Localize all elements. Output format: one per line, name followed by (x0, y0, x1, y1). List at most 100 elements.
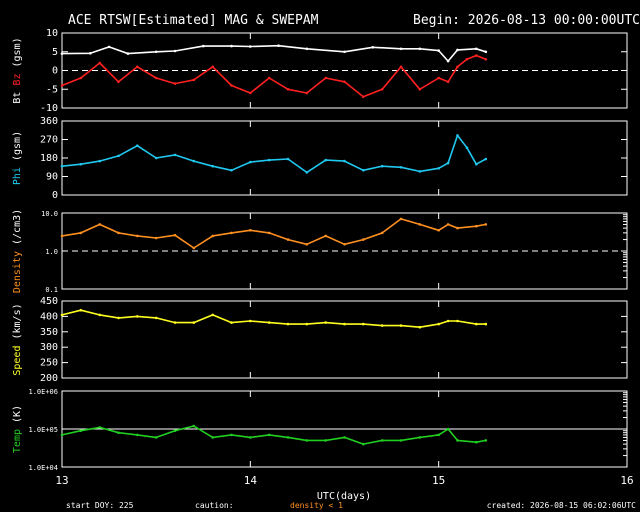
y-tick-label: 10.0 (41, 210, 58, 218)
y-tick-label: 5 (52, 47, 58, 58)
data-point (173, 82, 177, 85)
data-point (484, 58, 488, 61)
data-point (117, 154, 120, 158)
data-point (79, 308, 83, 312)
data-point (192, 246, 196, 250)
data-point (399, 65, 403, 69)
data-point (343, 243, 346, 246)
data-point (230, 231, 233, 235)
data-point (399, 166, 403, 169)
data-point (249, 160, 252, 164)
data-point (437, 49, 441, 52)
y-tick-label: 250 (40, 358, 58, 369)
data-point (446, 223, 450, 226)
data-point (79, 76, 83, 80)
data-point (446, 427, 450, 431)
panels: 10 5 0 -5 -10 Bt Bz (gsm) 360 270 180 90 0 Phi (gsm… (12, 28, 628, 472)
data-point (305, 322, 309, 326)
data-point (192, 424, 196, 428)
data-point (89, 52, 92, 55)
data-point (60, 433, 64, 437)
y-tick-label: 1.0E+04 (28, 464, 58, 472)
panel-5: 1.0E+06 1.0E+05 1.0E+04 Temp (K) (12, 388, 628, 472)
data-point (343, 50, 346, 54)
data-point (305, 91, 309, 95)
data-point (362, 442, 365, 446)
data-point (343, 322, 346, 326)
y-tick-label: 360 (40, 116, 58, 127)
data-point (286, 88, 290, 91)
y-tick-label: 1.0E+06 (28, 388, 58, 396)
data-point (456, 48, 459, 52)
data-point (60, 164, 64, 168)
chart-title: ACE RTSW[Estimated] MAG & SWEPAM (68, 13, 319, 28)
data-point (98, 223, 101, 226)
panel-4: 450 400 350 300 250 200 Speed (km/s) (12, 296, 628, 384)
data-point (173, 321, 177, 324)
data-point (249, 45, 252, 48)
data-point (230, 44, 233, 48)
data-point (324, 234, 328, 238)
data-point (399, 324, 403, 327)
data-point (399, 217, 403, 221)
data-point (117, 80, 120, 84)
data-point (380, 164, 384, 168)
series-bz (61, 54, 487, 98)
data-point (456, 134, 459, 137)
data-point (173, 233, 177, 237)
data-point (456, 439, 459, 442)
data-point (267, 158, 271, 162)
x-tick-label: 13 (55, 474, 68, 487)
data-point (446, 59, 450, 63)
y-axis-label: Temp (K) (12, 405, 23, 453)
data-point (230, 169, 233, 172)
data-point (465, 58, 469, 61)
data-point (173, 49, 177, 53)
data-point (117, 231, 120, 235)
data-point (437, 433, 441, 437)
data-point (267, 433, 271, 437)
created-time: created: 2026-08-15 06:02:06UTC (487, 501, 636, 510)
data-point (418, 436, 422, 439)
data-point (362, 238, 365, 241)
data-point (98, 61, 101, 65)
data-point (446, 80, 450, 84)
data-point (230, 321, 233, 324)
data-point (117, 431, 120, 435)
series-bt (61, 44, 487, 62)
data-point (286, 238, 290, 241)
data-point (324, 76, 328, 80)
x-axis-label: UTC(days) (317, 491, 371, 502)
data-point (380, 231, 384, 235)
data-point (380, 439, 384, 442)
data-point (79, 231, 83, 235)
data-point (230, 433, 233, 437)
data-point (173, 153, 177, 157)
data-point (465, 146, 469, 149)
data-point (484, 223, 488, 226)
data-point (98, 313, 101, 317)
data-point (456, 65, 459, 69)
data-point (211, 164, 214, 168)
data-point (154, 156, 158, 160)
data-point (362, 169, 365, 172)
series-speed (61, 309, 486, 329)
data-point (380, 88, 384, 91)
y-axis-label: Density (/cm3) (12, 209, 23, 293)
data-point (267, 231, 271, 235)
data-point (136, 144, 139, 147)
panel-1: 10 5 0 -5 -10 Bt Bz (gsm) (12, 28, 628, 114)
data-point (437, 167, 441, 170)
data-point (249, 436, 252, 439)
y-tick-label: 10 (46, 28, 58, 39)
y-tick-label: 300 (40, 342, 58, 353)
data-point (60, 84, 64, 87)
data-point (343, 80, 346, 84)
data-point (484, 157, 488, 161)
series-phi (61, 134, 487, 174)
data-point (230, 84, 233, 87)
y-axis-label: Phi (gsm) (12, 131, 23, 185)
x-axis-ticks: 13 14 15 16 (55, 474, 633, 487)
data-point (173, 429, 177, 433)
data-point (267, 76, 271, 80)
